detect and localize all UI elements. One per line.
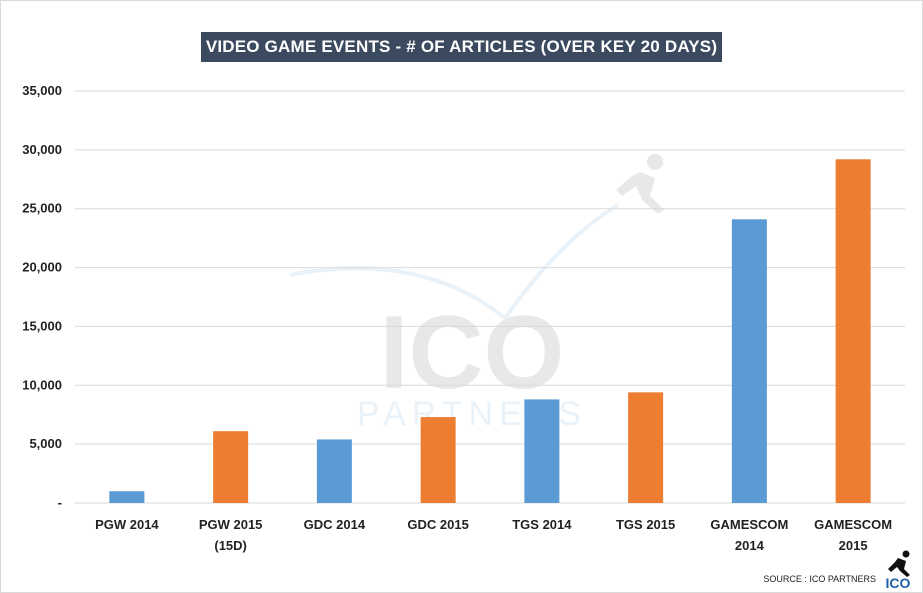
watermark-runner-icon xyxy=(616,154,664,214)
x-tick-label: (15D) xyxy=(214,538,247,553)
ico-logo: ICO xyxy=(886,550,911,589)
y-tick-label: 35,000 xyxy=(22,83,62,98)
y-tick-label: 25,000 xyxy=(22,201,62,216)
bar xyxy=(109,491,145,503)
watermark-swoosh xyxy=(289,203,620,321)
x-tick-label: PGW 2014 xyxy=(95,517,159,532)
runner-icon xyxy=(888,550,910,577)
bar xyxy=(316,439,352,503)
bar xyxy=(835,159,871,503)
y-tick-label: 10,000 xyxy=(22,377,62,392)
x-tick-label: PGW 2015 xyxy=(199,517,263,532)
watermark-logo: ICO xyxy=(380,295,565,411)
x-tick-label: GDC 2014 xyxy=(304,517,366,532)
x-tick-label: GAMESCOM xyxy=(814,517,892,532)
bar xyxy=(420,417,456,503)
source-note: SOURCE : ICO PARTNERS xyxy=(763,574,876,584)
watermark: ICO PARTNERS xyxy=(289,154,664,433)
y-tick-label: 30,000 xyxy=(22,142,62,157)
y-tick-label: 15,000 xyxy=(22,318,62,333)
x-axis-ticks: PGW 2014 PGW 2015 (15D) GDC 2014 GDC 2015 TGS… xyxy=(95,517,892,553)
bar xyxy=(628,392,664,503)
x-tick-label: GAMESCOM xyxy=(710,517,788,532)
x-tick-label: TGS 2014 xyxy=(512,517,572,532)
y-axis-ticks: - 5,000 10,000 15,000 20,000 25,000 30,000 35,0… xyxy=(22,83,62,510)
y-tick-label: 5,000 xyxy=(29,436,62,451)
ico-logo-text: ICO xyxy=(886,575,911,589)
x-tick-label: GDC 2015 xyxy=(407,517,468,532)
y-tick-label: 20,000 xyxy=(22,260,62,275)
chart-title: VIDEO GAME EVENTS - # OF ARTICLES (OVER … xyxy=(201,32,722,62)
x-tick-label: 2015 xyxy=(839,538,868,553)
bars xyxy=(109,159,871,503)
x-tick-label: 2014 xyxy=(735,538,765,553)
bar xyxy=(731,219,767,503)
y-tick-label: - xyxy=(58,495,62,510)
bar xyxy=(213,431,249,503)
bar xyxy=(524,399,560,503)
x-tick-label: TGS 2015 xyxy=(616,517,675,532)
